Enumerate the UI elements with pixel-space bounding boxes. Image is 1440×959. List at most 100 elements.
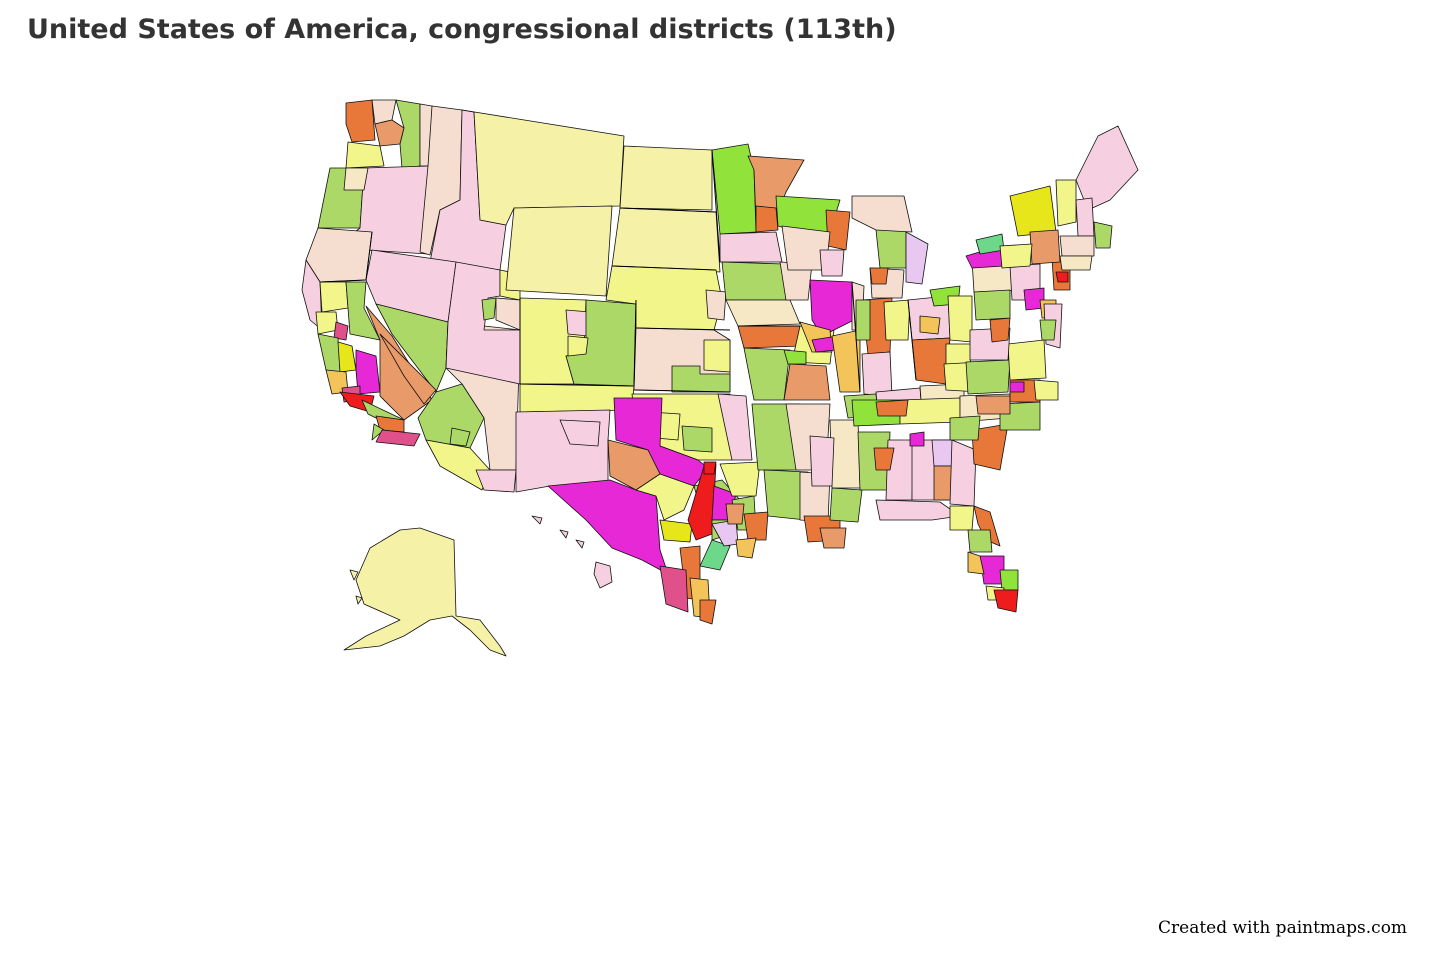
district — [721, 261, 787, 301]
district — [375, 429, 421, 447]
alaska-district — [343, 527, 507, 657]
district — [947, 295, 973, 343]
district — [1033, 379, 1059, 401]
district — [999, 569, 1019, 591]
district — [659, 519, 693, 543]
district — [725, 299, 801, 327]
district — [319, 281, 349, 313]
district — [461, 109, 625, 226]
district — [949, 415, 981, 441]
district — [975, 395, 1011, 415]
district — [425, 439, 491, 491]
district — [1029, 229, 1061, 265]
district — [861, 351, 893, 397]
district — [719, 231, 783, 263]
district — [475, 469, 517, 493]
district — [1055, 271, 1069, 283]
district — [593, 561, 613, 589]
district — [909, 431, 925, 447]
district — [809, 435, 835, 487]
district — [819, 249, 845, 277]
district — [531, 515, 543, 525]
district — [375, 303, 449, 393]
district — [343, 527, 507, 657]
montana-wyoming-districts — [461, 109, 625, 297]
district — [965, 359, 1011, 395]
district — [873, 447, 895, 471]
district — [875, 499, 961, 521]
district — [1039, 319, 1057, 341]
district — [374, 119, 405, 147]
state-boundaries — [319, 149, 917, 393]
district — [819, 527, 847, 549]
district — [911, 337, 951, 385]
district — [659, 565, 689, 613]
texas-districts — [547, 397, 769, 625]
district — [967, 551, 985, 575]
district — [783, 363, 831, 401]
district — [1093, 221, 1113, 249]
district — [699, 599, 717, 625]
district — [825, 209, 851, 251]
district — [1055, 179, 1077, 227]
district — [829, 487, 863, 523]
district — [973, 505, 1001, 547]
district — [337, 341, 357, 373]
district — [379, 333, 437, 405]
district — [575, 539, 585, 549]
district — [559, 529, 569, 539]
district — [619, 145, 713, 211]
south-districts — [751, 379, 1059, 613]
district — [949, 439, 977, 507]
map-title: United States of America, congressional … — [27, 14, 897, 45]
district — [973, 289, 1011, 321]
district — [855, 299, 871, 341]
district — [1075, 197, 1095, 237]
district — [505, 205, 613, 297]
district — [971, 423, 1009, 471]
district — [735, 537, 757, 559]
district — [333, 321, 349, 341]
utah-districts — [445, 261, 521, 385]
district — [611, 207, 721, 273]
district — [829, 419, 861, 489]
nevada-districts — [365, 249, 457, 405]
district — [481, 297, 497, 321]
district — [967, 529, 993, 553]
district — [875, 229, 907, 269]
district — [345, 141, 385, 169]
district — [993, 589, 1019, 613]
district — [703, 461, 717, 475]
district — [345, 99, 376, 143]
district — [317, 333, 341, 373]
district — [681, 425, 713, 453]
district — [989, 317, 1011, 343]
district — [355, 595, 363, 605]
district — [1059, 235, 1095, 257]
district — [931, 439, 955, 467]
district — [703, 339, 731, 373]
district — [371, 423, 385, 441]
district — [725, 503, 745, 525]
district — [671, 365, 731, 393]
district — [875, 399, 909, 417]
district — [783, 349, 807, 365]
district — [1009, 185, 1057, 237]
district — [343, 167, 369, 191]
new-mexico-districts — [515, 383, 635, 493]
hawaii-districts — [531, 515, 613, 589]
district — [495, 297, 521, 331]
plains-districts — [605, 145, 753, 461]
district — [883, 299, 911, 341]
district — [1007, 339, 1047, 381]
district — [305, 227, 373, 283]
district — [743, 347, 791, 401]
district — [547, 479, 669, 575]
district — [949, 505, 975, 531]
district — [905, 231, 929, 285]
idaho-districts — [419, 105, 507, 271]
district — [919, 315, 941, 335]
district — [355, 349, 381, 395]
midwest-districts — [711, 143, 983, 419]
